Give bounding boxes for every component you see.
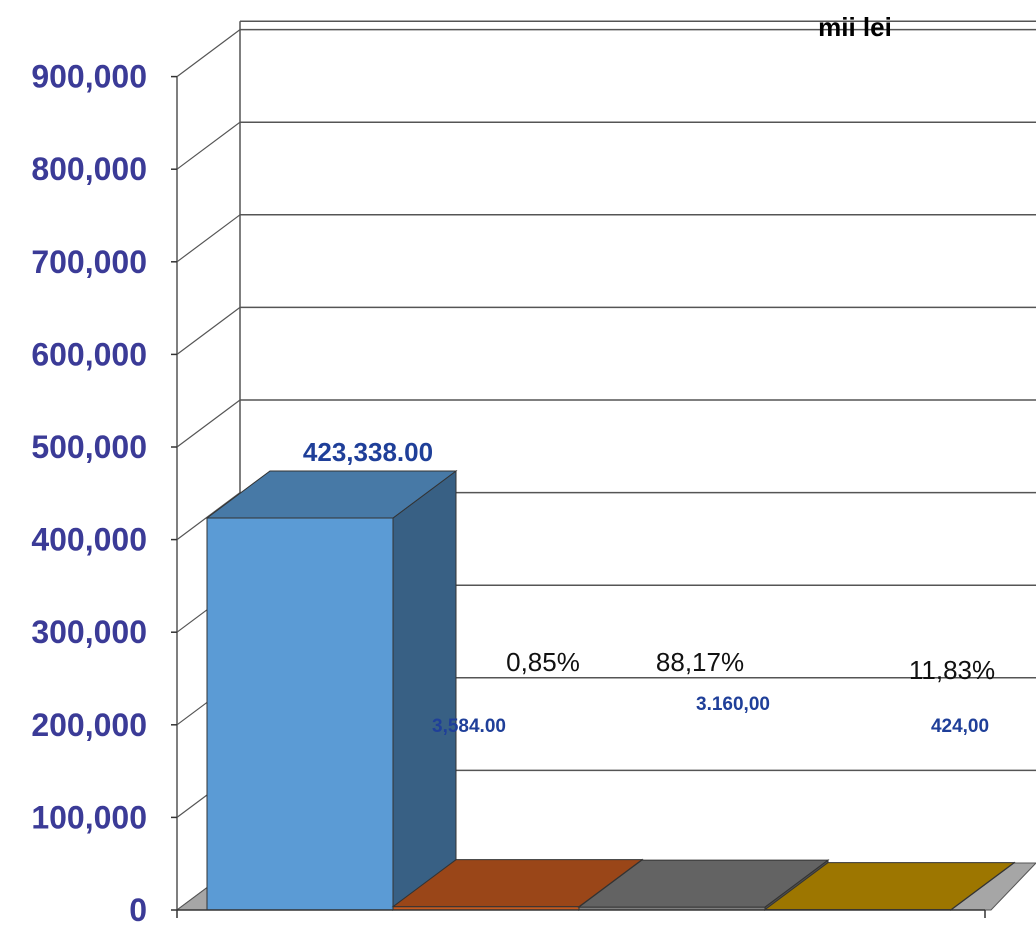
data-labels: 423,338.00 0,85% 88,17% 11,83% 3,584.00 3.160… <box>303 437 995 737</box>
data-label: 3,584.00 <box>432 716 506 737</box>
data-label: 423,338.00 <box>303 437 433 467</box>
data-label: 3.160,00 <box>696 694 770 715</box>
data-label: 88,17% <box>656 647 744 677</box>
y-tick-label: 200,000 <box>31 707 147 743</box>
data-label: 0,85% <box>506 647 580 677</box>
unit-label: mii lei <box>818 12 892 42</box>
y-tick-label: 400,000 <box>31 522 147 558</box>
y-tick-label: 500,000 <box>31 429 147 465</box>
gridline-side <box>176 399 241 448</box>
data-label: 424,00 <box>931 716 989 737</box>
bar-side <box>392 469 457 911</box>
y-tick-label: 100,000 <box>31 799 147 835</box>
y-tick-label: 600,000 <box>31 336 147 372</box>
gridline-side <box>176 29 241 78</box>
y-tick-label: 0 <box>129 892 147 927</box>
y-tick-label: 800,000 <box>31 151 147 187</box>
bar-top <box>577 859 830 908</box>
gridline-side <box>176 492 241 541</box>
y-tick-label: 300,000 <box>31 614 147 650</box>
y-axis: 900,000 800,000 700,000 600,000 500,000 400,0… <box>31 59 986 927</box>
y-tick-label: 700,000 <box>31 244 147 280</box>
bar-top <box>205 470 458 519</box>
bars <box>205 469 1016 911</box>
data-label: 11,83% <box>909 655 995 685</box>
y-tick-label: 900,000 <box>31 59 147 95</box>
bar-front <box>206 517 394 911</box>
bar <box>205 469 458 911</box>
gridline-side <box>176 121 241 170</box>
gridline-side <box>176 214 241 263</box>
gridline-side <box>176 306 241 355</box>
